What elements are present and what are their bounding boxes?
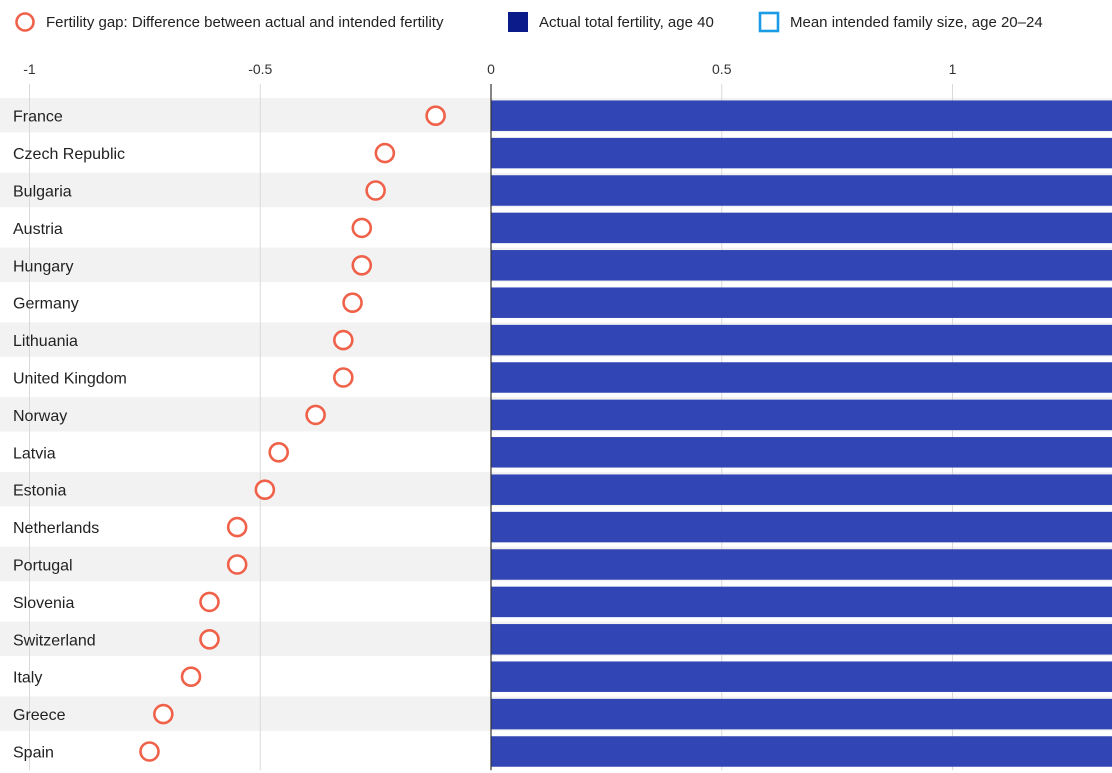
fertility-gap-marker (425, 105, 446, 126)
legend-square-marker (758, 11, 780, 33)
x-tick-label: 1 (949, 61, 957, 77)
fertility-gap-marker (374, 142, 396, 164)
country-label: Slovenia (13, 595, 74, 612)
actual-fertility-bar (491, 137, 1112, 169)
actual-fertility-bar (491, 324, 1112, 356)
x-tick-label: -1 (23, 61, 36, 77)
fertility-gap-marker (351, 217, 373, 239)
fertility-gap-marker (153, 703, 174, 725)
country-label: Austria (13, 221, 63, 238)
fertility-gap-marker (268, 441, 290, 463)
country-label: Netherlands (13, 520, 99, 537)
legend-item-actual: Actual total fertility, age 40 (507, 10, 714, 34)
fertility-gap-marker (199, 591, 220, 613)
country-label: Germany (13, 296, 79, 313)
legend-gap-label: Fertility gap: Difference between actual… (46, 13, 444, 31)
actual-fertility-bar (491, 100, 1112, 131)
fertility-gap-marker (139, 741, 160, 762)
fertility-gap-marker (254, 479, 276, 501)
country-label: United Kingdom (13, 371, 127, 388)
actual-fertility-bar (491, 698, 1112, 730)
actual-fertility-bar (491, 736, 1112, 767)
country-label: Lithuania (13, 333, 78, 350)
actual-fertility-bar (491, 250, 1112, 281)
actual-fertility-bar (491, 661, 1112, 692)
legend: Fertility gap: Difference between actual… (0, 0, 1112, 44)
legend-item-intended: Mean intended family size, age 20–24 (758, 10, 1043, 34)
actual-fertility-bar (491, 362, 1112, 393)
country-label: France (13, 109, 63, 126)
country-label: Portugal (13, 558, 73, 575)
fertility-gap-marker (226, 554, 248, 575)
actual-fertility-bar (491, 624, 1112, 655)
x-tick-label: -0.5 (248, 61, 272, 77)
fertility-gap-marker (180, 666, 202, 688)
country-label: Switzerland (13, 632, 96, 649)
actual-fertility-bar (491, 549, 1112, 580)
actual-fertility-bar (491, 287, 1112, 318)
country-label: Latvia (13, 445, 56, 462)
actual-fertility-bar (491, 511, 1112, 543)
fertility-gap-marker (199, 628, 220, 650)
actual-fertility-bar (491, 175, 1112, 206)
country-label: Czech Republic (13, 146, 125, 163)
fertility-gap-marker (226, 516, 248, 538)
country-label: Estonia (13, 483, 66, 500)
actual-fertility-bar (491, 212, 1112, 244)
actual-fertility-bar (491, 474, 1112, 505)
x-tick-label: 0.5 (712, 61, 732, 77)
actual-fertility-bar (491, 437, 1112, 468)
x-tick-label: 0 (487, 61, 495, 77)
fertility-gap-marker (342, 292, 363, 314)
country-label: Bulgaria (13, 184, 72, 201)
country-label: Hungary (13, 258, 73, 275)
fertility-gap-marker (365, 180, 386, 201)
fertility-gap-marker (333, 367, 354, 388)
actual-fertility-bar (491, 586, 1112, 618)
fertility-gap-marker (351, 254, 373, 276)
actual-fertility-bar (491, 399, 1112, 431)
country-label: Norway (13, 408, 67, 425)
legend-circle-marker (15, 12, 35, 32)
fertility-gap-marker (305, 404, 326, 426)
fertility-gap-marker (333, 329, 354, 351)
country-label: Greece (13, 707, 66, 724)
country-label: Spain (13, 745, 54, 762)
country-label: Italy (13, 670, 42, 687)
legend-actual-label: Actual total fertility, age 40 (539, 13, 714, 31)
legend-item-gap: Fertility gap: Difference between actual… (14, 10, 443, 34)
legend-intended-label: Mean intended family size, age 20–24 (790, 13, 1043, 31)
legend-bar-marker (508, 12, 528, 32)
